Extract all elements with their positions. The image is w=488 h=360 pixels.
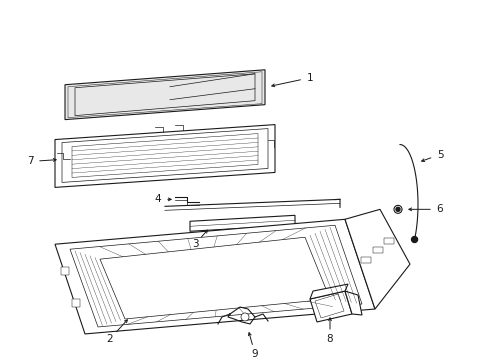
Polygon shape bbox=[55, 219, 374, 334]
Polygon shape bbox=[61, 267, 69, 275]
Text: 1: 1 bbox=[306, 73, 313, 83]
Polygon shape bbox=[345, 209, 409, 309]
Text: 2: 2 bbox=[106, 334, 113, 344]
Text: 7: 7 bbox=[27, 157, 33, 166]
Text: 9: 9 bbox=[251, 349, 258, 359]
Polygon shape bbox=[55, 125, 274, 188]
Text: 3: 3 bbox=[191, 239, 198, 249]
Polygon shape bbox=[65, 70, 264, 120]
Text: 6: 6 bbox=[436, 204, 443, 214]
Text: 8: 8 bbox=[326, 334, 333, 344]
Circle shape bbox=[393, 205, 401, 213]
Text: 4: 4 bbox=[154, 194, 161, 204]
Polygon shape bbox=[71, 298, 80, 306]
Circle shape bbox=[395, 207, 399, 211]
Polygon shape bbox=[190, 215, 294, 231]
Polygon shape bbox=[309, 291, 351, 322]
Polygon shape bbox=[345, 291, 361, 315]
Polygon shape bbox=[360, 257, 370, 262]
Polygon shape bbox=[100, 237, 329, 319]
Polygon shape bbox=[384, 238, 393, 244]
Polygon shape bbox=[372, 247, 382, 253]
Circle shape bbox=[241, 313, 248, 321]
Polygon shape bbox=[309, 284, 347, 299]
Circle shape bbox=[411, 237, 417, 243]
Text: 5: 5 bbox=[436, 149, 443, 159]
